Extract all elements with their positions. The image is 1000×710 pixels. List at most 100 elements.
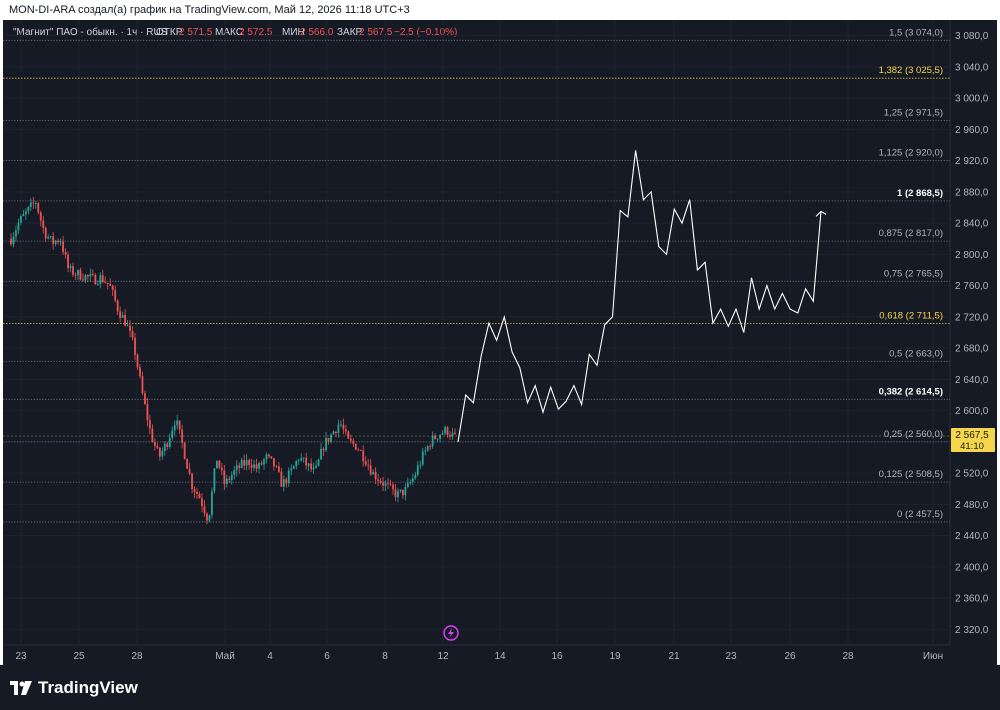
candle-body [364, 461, 367, 465]
candle-body [352, 440, 355, 444]
candle-body [327, 438, 330, 442]
candle-body [394, 489, 397, 498]
candle-body [20, 215, 22, 223]
candle-body [342, 424, 345, 430]
tradingview-logo-icon [10, 681, 32, 695]
candle-body [255, 464, 258, 469]
candle-body [426, 446, 429, 451]
last-price-value: 2 567,5 [955, 430, 989, 441]
candle-body [404, 487, 407, 496]
fib-level-label: 0,125 (2 508,5) [879, 469, 943, 480]
candle-body [126, 325, 129, 327]
candle-body [176, 420, 179, 426]
x-tick-label: 8 [382, 651, 388, 662]
symbol-legend: "Магнит" ПАО - обыкн. · 1ч · RUS ОТКР 2 … [13, 26, 457, 38]
candle-body [260, 463, 263, 465]
candle-body [206, 513, 208, 521]
candle-body [392, 484, 394, 490]
lightning-icon[interactable] [443, 625, 459, 641]
candle-body [34, 203, 37, 204]
candle-body [116, 300, 119, 312]
candle-body [382, 482, 384, 486]
candle-body [238, 465, 241, 468]
candle-body [248, 460, 251, 465]
candle-body [411, 478, 414, 483]
candle-body [275, 466, 278, 468]
fib-level-label: 1,125 (2 920,0) [879, 148, 943, 159]
candle-body [349, 438, 352, 441]
candle-body [230, 474, 233, 481]
open-value: 2 571,5 [179, 27, 213, 38]
candle-body [290, 468, 293, 471]
y-tick-label: 3 000,0 [955, 94, 989, 105]
candle-body [161, 450, 164, 457]
candle-body [201, 498, 203, 507]
candle-body [258, 463, 260, 469]
candle-body [153, 441, 156, 446]
candle-body [409, 482, 412, 483]
y-tick-label: 2 320,0 [955, 625, 989, 636]
candle-body [367, 464, 370, 466]
x-tick-label: 16 [551, 651, 563, 662]
y-tick-label: 2 520,0 [955, 469, 989, 480]
candle-body [193, 489, 196, 492]
x-tick-label: 21 [668, 651, 680, 662]
candle-body [429, 446, 432, 447]
candle-body [424, 450, 427, 452]
candle-body [369, 465, 372, 475]
close-value: 2 567,5 [359, 27, 393, 38]
candle-body [134, 337, 136, 355]
candle-body [337, 424, 340, 433]
candle-body [344, 429, 347, 432]
candle-body [268, 454, 270, 457]
candle-body [64, 252, 67, 255]
candle-body [280, 471, 283, 487]
candle-body [24, 211, 27, 215]
high-value: 2 572,5 [239, 27, 273, 38]
candle-body [325, 438, 327, 451]
candle-body [82, 279, 84, 281]
y-tick-label: 3 040,0 [955, 62, 989, 73]
candle-body [285, 479, 288, 484]
candle-body [49, 236, 52, 237]
candle-body [168, 437, 171, 447]
candle-body [156, 445, 159, 448]
fib-level-label: 0,25 (2 560,0) [884, 429, 943, 440]
symbol-title: "Магнит" ПАО - обыкн. · 1ч · RUS [13, 26, 168, 38]
candle-body [149, 420, 151, 429]
candle-body [32, 202, 35, 204]
open-label: ОТКР [156, 27, 183, 38]
candle-body [178, 420, 181, 430]
candle-body [431, 435, 434, 447]
candle-body [372, 471, 375, 475]
candle-body [339, 424, 342, 426]
candle-body [359, 450, 362, 451]
candle-body [171, 430, 174, 438]
footer [0, 665, 1000, 710]
price-chart[interactable]: "Магнит" ПАО - обыкн. · 1ч · RUS ОТКР 2 … [3, 20, 997, 665]
candle-body [17, 222, 20, 231]
candle-body [109, 283, 112, 286]
candle-body [91, 274, 94, 275]
candle-body [317, 459, 320, 466]
candle-body [220, 467, 223, 471]
high-label: МАКС [215, 27, 243, 38]
fib-level-label: 1 (2 868,5) [897, 188, 943, 199]
y-tick-label: 2 400,0 [955, 562, 989, 573]
chart-panel[interactable]: "Магнит" ПАО - обыкн. · 1ч · RUS ОТКР 2 … [3, 20, 997, 665]
candle-body [173, 425, 176, 431]
projection-path [457, 150, 822, 442]
candle-body [131, 330, 134, 338]
candle-body [421, 451, 424, 465]
candle-body [144, 393, 146, 404]
candle-body [250, 464, 253, 468]
candle-body [287, 470, 290, 484]
candle-body [302, 457, 305, 459]
tradingview-logo[interactable]: TradingView [10, 678, 138, 698]
candle-body [235, 465, 238, 471]
candle-body [151, 428, 154, 442]
candle-body [295, 461, 298, 466]
candle-body [454, 432, 456, 434]
candle-body [233, 470, 236, 475]
candle-body [96, 283, 99, 285]
